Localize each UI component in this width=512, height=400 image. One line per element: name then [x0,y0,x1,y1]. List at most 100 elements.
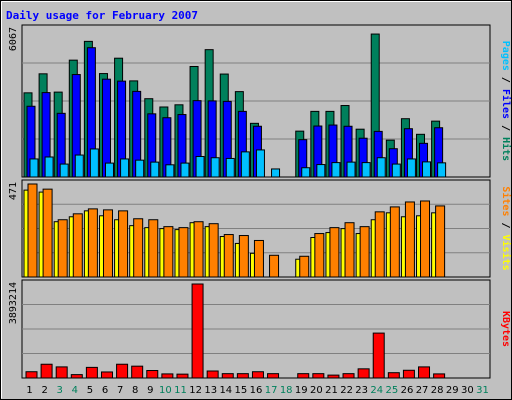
chart-title: Daily usage for February 2007 [6,9,198,22]
bar-pages-day-9 [150,161,160,178]
y-max-label: 3893214 [8,282,19,324]
bar-pages-day-28 [437,162,447,178]
x-tick-label-day-29: 29 [446,385,459,396]
bar-kbytes-day-28 [433,373,446,379]
panel-hits-files-pages: 6067 Pages / Files / Hits [8,24,512,178]
x-tick-label-day-5: 5 [87,385,93,396]
bar-pages-day-14 [225,157,235,178]
bar-sites-day-19 [299,255,310,278]
x-tick-label-day-21: 21 [325,385,338,396]
x-tick-label-day-27: 27 [416,385,429,396]
series-pages [29,148,447,178]
bar-kbytes-day-17 [267,373,280,379]
x-tick-label-day-10: 10 [159,385,172,396]
bar-sites-day-11 [178,227,189,278]
bar-sites-day-17 [269,254,280,278]
x-axis-day-labels: 1 2 3 4 5 6 7 8 9 10 11 12 13 14 15 16 17 18 19 20 21 22 23 24 2… [26,385,488,396]
bar-sites-day-7 [118,210,129,278]
bar-kbytes-day-10 [161,373,174,379]
x-tick-label-day-22: 22 [340,385,353,396]
y-max-label: 6067 [8,27,19,51]
bar-pages-day-20 [316,164,326,178]
bar-kbytes-day-14 [221,373,234,379]
bar-pages-day-6 [104,162,114,178]
bar-sites-day-15 [238,235,249,278]
bar-pages-day-25 [391,163,401,178]
bar-pages-day-4 [74,154,84,178]
bar-pages-day-10 [165,164,175,178]
bar-kbytes-day-25 [387,372,400,379]
bar-pages-day-8 [135,159,145,178]
bar-kbytes-day-21 [327,374,340,379]
bar-sites-day-21 [329,227,340,278]
bar-kbytes-day-26 [402,369,415,379]
bar-pages-day-3 [59,163,69,178]
bar-sites-day-1 [27,183,38,278]
bar-sites-day-13 [208,223,219,278]
x-tick-label-day-17: 17 [265,385,278,396]
x-tick-label-day-15: 15 [235,385,248,396]
bar-sites-day-25 [389,206,400,278]
bar-sites-day-20 [314,233,325,278]
bar-pages-day-27 [422,161,432,178]
legend-separator: / [500,119,511,137]
bar-sites-day-23 [359,226,370,278]
x-tick-label-day-23: 23 [355,385,368,396]
bar-sites-day-28 [435,205,446,278]
x-tick-label-day-30: 30 [461,385,474,396]
x-tick-label-day-14: 14 [219,385,232,396]
bar-kbytes-day-8 [131,365,144,379]
bar-sites-day-9 [148,219,159,278]
bar-kbytes-day-1 [25,371,38,379]
bar-kbytes-day-16 [251,371,264,379]
bar-pages-day-23 [361,162,371,178]
x-tick-label-day-20: 20 [310,385,323,396]
bar-kbytes-day-3 [55,366,68,379]
bar-kbytes-day-2 [40,363,53,379]
legend-sites: Sites [500,186,512,216]
bar-sites-day-14 [223,234,234,278]
bar-sites-day-24 [374,211,385,278]
x-tick-label-day-7: 7 [117,385,123,396]
series-legend: Sites / Visits [500,186,512,270]
legend-visits: Visits [500,235,512,271]
x-tick-label-day-9: 9 [147,385,153,396]
bar-pages-day-15 [240,151,250,178]
legend-hits: Hits [500,137,512,161]
bar-sites-day-2 [42,188,53,278]
bar-kbytes-day-12 [191,283,204,379]
x-tick-label-day-1: 1 [26,385,32,396]
bar-kbytes-day-5 [85,366,98,379]
bar-pages-day-22 [346,161,356,178]
x-tick-label-day-6: 6 [102,385,108,396]
bar-pages-day-16 [255,149,265,178]
x-tick-label-day-24: 24 [370,385,383,396]
x-tick-label-day-11: 11 [174,385,187,396]
bar-kbytes-day-19 [297,373,310,379]
bar-files-day-6 [101,78,111,178]
panel-visits-sites: 471 Sites / Visits [8,179,512,278]
bar-pages-day-7 [120,158,130,178]
x-tick-label-day-19: 19 [295,385,308,396]
x-tick-label-day-16: 16 [250,385,263,396]
bar-kbytes-day-23 [357,368,370,379]
bar-kbytes-day-22 [342,373,355,379]
bar-sites-day-10 [163,226,174,278]
series-sites [27,183,446,278]
bar-sites-day-4 [72,213,83,278]
bar-kbytes-day-13 [206,370,219,379]
bar-pages-day-19 [301,167,311,178]
x-tick-label-day-12: 12 [189,385,202,396]
x-tick-label-day-4: 4 [72,385,78,396]
bar-sites-day-27 [420,200,431,278]
bar-kbytes-day-7 [116,363,129,379]
bar-pages-day-12 [195,156,205,178]
x-tick-label-day-26: 26 [401,385,414,396]
y-max-label: 471 [8,182,19,200]
x-tick-label-day-8: 8 [132,385,138,396]
series-legend: KBytes [500,311,511,347]
bar-pages-day-2 [44,156,54,178]
bar-sites-day-8 [133,218,144,278]
bar-kbytes-day-15 [236,373,249,379]
